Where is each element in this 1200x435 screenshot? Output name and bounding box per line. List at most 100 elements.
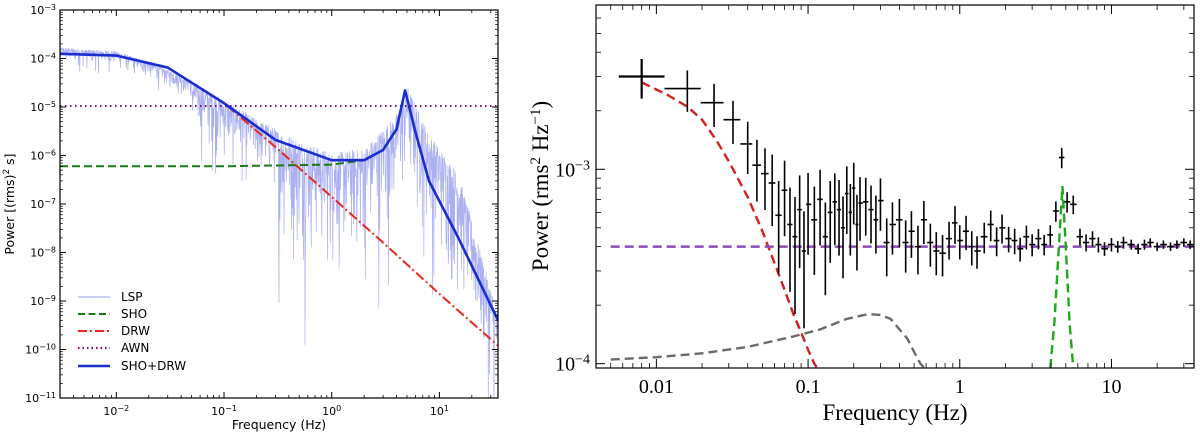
legend-label-sho: SHO <box>121 307 147 321</box>
data-point <box>618 59 665 99</box>
data-point <box>768 154 776 227</box>
data-point <box>1035 229 1042 250</box>
data-point <box>1166 242 1174 251</box>
legend-label-awn: AWN <box>121 341 149 355</box>
data-point <box>1107 238 1115 252</box>
left-y-tick-label: 10−4 <box>30 51 56 66</box>
data-point <box>945 221 953 260</box>
right-series-gray-component <box>610 312 927 368</box>
data-point <box>752 139 761 202</box>
left-y-tick-label: 10−7 <box>30 197 56 212</box>
left-y-tick-label: 10−3 <box>30 3 56 18</box>
left-y-tick-label: 10−8 <box>30 245 56 260</box>
left-y-tick-label: 10−9 <box>30 294 56 309</box>
data-point <box>1101 242 1108 256</box>
left-ticks-group: 10−2 10−1 100 101 10−11 10−10 10−9 10−8 10−7 10−6… <box>25 3 498 419</box>
right-plot-frame <box>595 4 1195 369</box>
data-point <box>868 185 874 244</box>
left-panel: 10−2 10−1 100 101 10−11 10−10 10−9 10−8 10−7 10−6… <box>2 3 499 432</box>
data-point <box>1186 240 1194 249</box>
data-point <box>908 211 915 258</box>
data-point <box>1180 238 1187 247</box>
data-point <box>841 196 845 279</box>
data-point <box>1011 228 1018 255</box>
data-point <box>957 225 963 260</box>
right-series-group <box>610 81 1194 368</box>
data-point <box>974 236 981 269</box>
left-y-tick-label: 10−6 <box>30 148 56 163</box>
left-y-tick-label: 10−10 <box>25 342 56 357</box>
data-point <box>1127 239 1135 250</box>
data-point <box>760 148 769 210</box>
data-point <box>844 166 849 234</box>
data-point <box>952 206 958 244</box>
data-point <box>848 183 853 256</box>
right-x-tick-label: 0.01 <box>639 376 674 398</box>
data-point <box>1023 225 1030 250</box>
data-point <box>1064 192 1071 213</box>
data-point <box>1047 225 1054 246</box>
data-point <box>806 172 812 255</box>
data-point <box>914 225 921 275</box>
data-point <box>858 177 863 241</box>
left-x-tick-label: 10−1 <box>211 404 237 419</box>
data-point <box>980 222 988 254</box>
data-point <box>781 160 788 237</box>
data-point <box>855 194 859 271</box>
data-point <box>775 181 782 274</box>
data-point <box>1053 201 1059 222</box>
right-y-tick-label: 10−4 <box>555 352 590 376</box>
right-x-tick-label: 0.1 <box>796 376 821 398</box>
data-point <box>1083 234 1090 252</box>
right-x-axis-label: Frequency (Hz) <box>823 400 968 425</box>
data-point <box>873 195 879 254</box>
left-y-axis-label: Power [(rms)2 s] <box>2 153 17 254</box>
data-point <box>832 173 837 245</box>
data-point <box>987 210 994 242</box>
data-point <box>792 197 798 315</box>
right-x-tick-label: 10 <box>1101 376 1121 398</box>
data-point <box>889 202 896 255</box>
data-point <box>1005 226 1012 253</box>
data-point <box>1141 239 1148 250</box>
right-y-tick-label: 10−3 <box>555 158 590 182</box>
left-series-sho-drw <box>60 52 498 321</box>
data-point <box>962 215 969 251</box>
data-point <box>1076 228 1084 246</box>
legend-label-sho-drw: SHO+DRW <box>121 359 186 373</box>
right-ticks-group: 0.01 0.1 1 10 10−4 10−3 <box>555 5 1194 398</box>
data-point <box>939 235 946 277</box>
data-point <box>993 227 1000 257</box>
data-point <box>1153 242 1161 251</box>
right-y-axis-label: Power (rms2 Hz−1) <box>528 101 553 271</box>
data-point <box>895 198 903 248</box>
data-point <box>999 214 1006 244</box>
data-point <box>740 121 753 175</box>
data-point <box>811 186 818 275</box>
right-panel: 0.01 0.1 1 10 10−4 10−3 Frequency (Hz) Power … <box>528 4 1195 425</box>
data-point <box>1173 240 1181 249</box>
data-point <box>902 220 909 273</box>
left-legend: LSP SHO DRW AWN SHO+DRW <box>78 290 186 373</box>
data-point <box>836 180 842 256</box>
data-point <box>1120 236 1128 249</box>
data-point <box>827 181 833 263</box>
data-point <box>862 177 869 236</box>
left-x-tick-label: 101 <box>430 404 449 419</box>
data-point <box>1147 238 1154 247</box>
data-point <box>797 175 802 269</box>
data-point <box>700 83 724 128</box>
data-point <box>801 211 807 329</box>
data-point <box>927 223 934 267</box>
data-point <box>787 187 793 292</box>
right-x-tick-label: 1 <box>955 376 965 398</box>
data-point <box>878 178 884 231</box>
data-point <box>817 169 823 246</box>
data-point <box>1089 231 1096 247</box>
data-point <box>852 162 856 225</box>
left-x-tick-label: 100 <box>322 404 341 419</box>
data-point <box>1070 195 1077 215</box>
data-point <box>920 200 928 245</box>
data-point <box>883 218 890 277</box>
